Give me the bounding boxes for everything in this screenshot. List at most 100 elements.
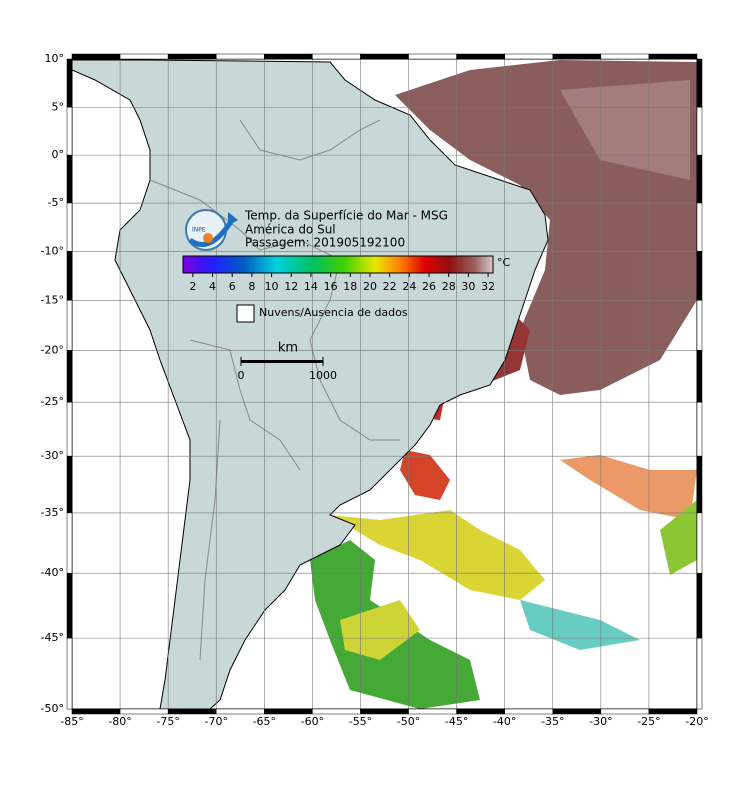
colorbar-tick-label: 14 xyxy=(304,280,318,293)
x-tick-label: -55° xyxy=(349,715,372,728)
frame-segment xyxy=(71,53,121,60)
frame-segment xyxy=(264,53,313,60)
colorbar-tick-label: 28 xyxy=(442,280,456,293)
colorbar-tick-label: 18 xyxy=(343,280,357,293)
graticule xyxy=(72,59,697,709)
title-line: Temp. da Superfície do Mar - MSG xyxy=(244,209,448,223)
title-line: Passagem: 201905192100 xyxy=(245,236,405,250)
frame-segment xyxy=(71,708,121,715)
frame-segment xyxy=(66,154,73,204)
y-tick-label: -40° xyxy=(41,566,64,579)
frame-segment xyxy=(696,107,703,156)
frame-segment xyxy=(66,572,73,639)
map-area xyxy=(72,59,697,709)
colorbar-tick-label: 24 xyxy=(402,280,416,293)
y-tick-label: -10° xyxy=(41,244,64,257)
x-tick-label: -25° xyxy=(637,715,660,728)
title-line: América do Sul xyxy=(245,223,336,237)
frame-segment xyxy=(215,708,265,715)
frame-segment xyxy=(696,512,703,574)
frame-segment xyxy=(312,53,361,60)
y-tick-label: 10° xyxy=(45,52,65,65)
frame-segment xyxy=(696,572,703,639)
colorbar-tick-label: 4 xyxy=(209,280,216,293)
frame-segment xyxy=(696,251,703,301)
frame-segment xyxy=(408,708,457,715)
x-tick-label: -20° xyxy=(685,715,708,728)
logo: INPE xyxy=(185,209,238,251)
y-tick-label: -45° xyxy=(41,631,64,644)
frame-segment xyxy=(66,300,73,351)
borders xyxy=(149,119,400,661)
frame-segment xyxy=(360,53,409,60)
frame-segment xyxy=(167,53,217,60)
x-tick-label: -30° xyxy=(589,715,612,728)
frame-segment xyxy=(456,708,505,715)
sst-field xyxy=(310,60,697,709)
y-tick-label: 0° xyxy=(52,148,65,161)
y-tick-label: -5° xyxy=(48,196,64,209)
frame-segment xyxy=(66,58,73,108)
colorbar-tick-label: 2 xyxy=(189,280,196,293)
colorbar-tick-label: 16 xyxy=(324,280,338,293)
frame-segment xyxy=(66,512,73,574)
frame-segment xyxy=(66,107,73,156)
x-tick-label: -75° xyxy=(156,715,179,728)
frame-segment xyxy=(408,53,457,60)
colorbar-unit: °C xyxy=(497,256,511,269)
x-tick-label: -45° xyxy=(445,715,468,728)
frame-segment xyxy=(552,53,602,60)
frame-segment xyxy=(696,401,703,457)
scalebar-bar xyxy=(241,360,323,363)
x-tick-label: -70° xyxy=(204,715,227,728)
scalebar-label: 1000 xyxy=(309,369,337,382)
y-tick-label: -35° xyxy=(41,506,64,519)
frame-segment xyxy=(696,58,703,108)
frame-segment xyxy=(600,708,650,715)
frame-segment xyxy=(504,53,554,60)
frame-segment xyxy=(696,455,703,514)
colorbar-tick-label: 6 xyxy=(229,280,236,293)
frame-segment xyxy=(119,53,169,60)
x-tick-label: -85° xyxy=(60,715,83,728)
x-tick-label: -40° xyxy=(493,715,516,728)
x-tick-label: -35° xyxy=(541,715,564,728)
frame-segment xyxy=(456,53,505,60)
frame-segment xyxy=(696,300,703,351)
colorbar-tick-label: 12 xyxy=(284,280,298,293)
colorbar xyxy=(182,255,494,274)
colorbar-tick-label: 32 xyxy=(481,280,495,293)
scale-unit: km xyxy=(278,341,298,356)
frame-segment xyxy=(696,350,703,403)
frame-segment xyxy=(648,53,698,60)
frame-segment xyxy=(66,350,73,403)
frame-segment xyxy=(360,708,409,715)
colorbar-tick-label: 20 xyxy=(363,280,377,293)
frame-segment xyxy=(552,708,602,715)
frame-segment xyxy=(66,455,73,514)
colorbar-tick-label: 30 xyxy=(461,280,475,293)
y-tick-label: -30° xyxy=(41,449,64,462)
y-tick-label: 5° xyxy=(52,100,65,113)
frame-segment xyxy=(215,53,265,60)
scalebar-label: 0 xyxy=(238,369,245,382)
y-tick-label: -50° xyxy=(41,702,64,715)
no-data-swatch xyxy=(236,304,255,323)
colorbar-tick-label: 8 xyxy=(248,280,255,293)
y-tick-label: -15° xyxy=(41,293,64,306)
x-tick-label: -65° xyxy=(253,715,276,728)
frame-segment xyxy=(119,708,169,715)
frame-segment xyxy=(167,708,217,715)
frame-segment xyxy=(66,251,73,301)
frame-segment xyxy=(648,708,698,715)
frame-segment xyxy=(66,202,73,252)
frame-ticks xyxy=(66,53,703,715)
frame-segment xyxy=(504,708,554,715)
colorbar-tick-label: 10 xyxy=(265,280,279,293)
colorbar-tick-label: 26 xyxy=(422,280,436,293)
frame-segment xyxy=(696,637,703,710)
x-tick-label: -50° xyxy=(397,715,420,728)
x-tick-label: -80° xyxy=(108,715,131,728)
frame-segment xyxy=(312,708,361,715)
